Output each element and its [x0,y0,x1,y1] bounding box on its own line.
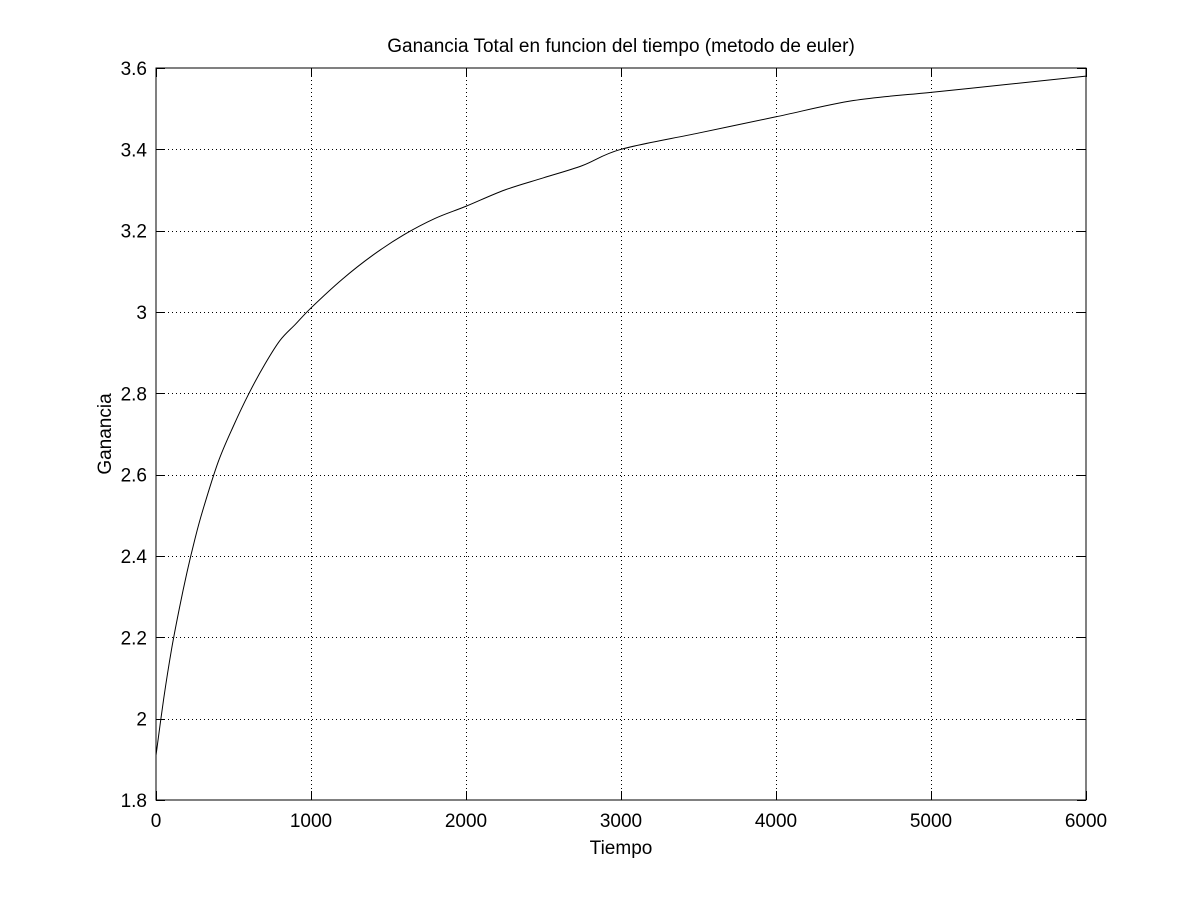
x-tick-label: 0 [151,811,162,832]
y-tick-label: 2.4 [121,547,148,568]
chart-title: Ganancia Total en funcion del tiempo (me… [387,36,855,57]
x-axis-title: Tiempo [590,838,653,859]
y-tick-label: 2.6 [121,466,147,487]
series-layer [155,75,1087,756]
y-axis-title: Ganancia [95,393,116,475]
y-tick-label: 3.4 [121,140,148,161]
axes-background [155,67,1087,801]
y-tick-label: 2 [136,710,147,731]
x-tick-labels: 0 1000 2000 3000 4000 5000 6000 [151,811,1107,832]
y-tick-label: 3 [136,303,147,324]
y-tick-label: 3.6 [121,59,147,80]
series-line-0 [155,75,1087,756]
x-tick-label: 4000 [755,811,797,832]
x-tick-label: 1000 [290,811,332,832]
y-tick-label: 2.8 [121,384,147,405]
y-tick-label: 1.8 [121,791,147,812]
y-tick-label: 2.2 [121,628,147,649]
axes-frame [155,67,1087,801]
x-tick-label: 6000 [1065,811,1107,832]
y-tick-labels: 1.8 2 2.2 2.4 2.6 2.8 3 3.2 3.4 3.6 [121,59,148,812]
x-tick-label: 5000 [910,811,952,832]
y-tick-label: 3.2 [121,222,147,243]
x-tick-label: 3000 [600,811,642,832]
x-tick-label: 2000 [445,811,487,832]
